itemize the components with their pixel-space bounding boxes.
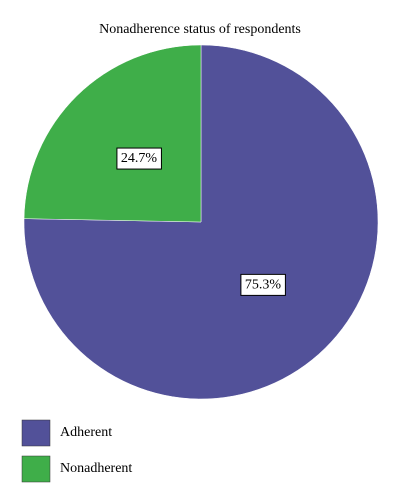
value-label-box bbox=[116, 147, 162, 170]
value-label: 75.3% bbox=[245, 277, 282, 292]
legend-swatch bbox=[21, 455, 51, 483]
legend-label: Nonadherent bbox=[60, 461, 132, 476]
chart-title: Nonadherence status of respondents bbox=[99, 22, 301, 37]
value-label: 24.7% bbox=[121, 151, 158, 166]
legend-swatch bbox=[21, 419, 51, 447]
legend-label: Adherent bbox=[60, 425, 112, 440]
value-label-box bbox=[240, 273, 286, 296]
pie-slice bbox=[23, 44, 379, 400]
pie-slice bbox=[23, 44, 202, 223]
